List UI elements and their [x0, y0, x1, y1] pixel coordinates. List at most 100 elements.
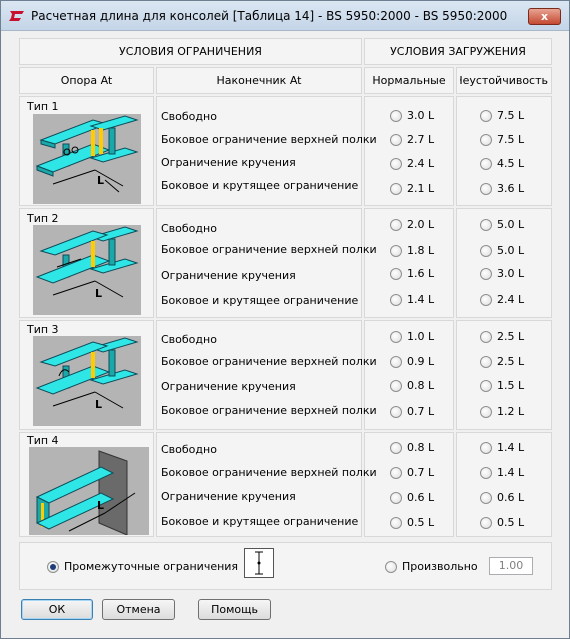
radio-button[interactable]	[390, 267, 402, 280]
type-1-diagram: L	[33, 114, 141, 204]
radio-button[interactable]	[480, 516, 492, 529]
radio-button[interactable]	[480, 109, 492, 122]
radio-button[interactable]	[480, 379, 492, 392]
type-2-normal-option-3[interactable]: 1.6 L	[390, 267, 434, 280]
arbitrary-option[interactable]: Произвольно	[385, 560, 478, 573]
type-2-destabilizing-option-2[interactable]: 5.0 L	[480, 244, 524, 257]
type-1-destabilizing-option-4[interactable]: 3.6 L	[480, 182, 524, 195]
type-1-restraints-cell	[156, 96, 362, 206]
radio-button[interactable]	[390, 466, 402, 479]
radio-button[interactable]	[480, 405, 492, 418]
radio-button[interactable]	[480, 491, 492, 504]
type-4-destabilizing-option-4[interactable]: 0.5 L	[480, 516, 524, 529]
close-button[interactable]: x	[528, 8, 561, 25]
option-value: 0.6 L	[407, 491, 435, 504]
type-4-destabilizing-option-3[interactable]: 0.6 L	[480, 491, 524, 504]
type-4-normal-option-3[interactable]: 0.6 L	[390, 491, 434, 504]
type-1-destabilizing-option-3[interactable]: 4.5 L	[480, 157, 524, 170]
option-value: 2.7 L	[407, 133, 435, 146]
option-value: 2.5 L	[497, 330, 525, 343]
radio-button[interactable]	[385, 560, 397, 573]
type-3-normal-option-2[interactable]: 0.9 L	[390, 355, 434, 368]
type-2-destabilizing-option-4[interactable]: 2.4 L	[480, 293, 524, 306]
type-3-label: Тип 3	[27, 323, 59, 336]
radio-button[interactable]	[390, 133, 402, 146]
radio-button[interactable]	[480, 157, 492, 170]
option-value: 7.5 L	[497, 133, 525, 146]
type-1-restraint-torsional: Ограничение кручения	[161, 156, 296, 169]
radio-button[interactable]	[480, 244, 492, 257]
type-3-normal-option-4[interactable]: 0.7 L	[390, 405, 434, 418]
radio-button[interactable]	[390, 182, 402, 195]
type-3-destabilizing-option-1[interactable]: 2.5 L	[480, 330, 524, 343]
radio-button[interactable]	[390, 405, 402, 418]
radio-button[interactable]	[480, 293, 492, 306]
intermediate-restraints-panel: Промежуточные ограничения Произвольно 1.…	[19, 542, 552, 590]
type-1-normal-option-1[interactable]: 3.0 L	[390, 109, 434, 122]
type-1-normal-option-4[interactable]: 2.1 L	[390, 182, 434, 195]
header-tip: Наконечник At	[216, 74, 302, 87]
type-1-destabilizing-option-2[interactable]: 7.5 L	[480, 133, 524, 146]
cancel-button[interactable]: Отмена	[102, 599, 175, 620]
type-4-normal-option-1[interactable]: 0.8 L	[390, 441, 434, 454]
radio-button-selected[interactable]	[47, 560, 59, 573]
radio-button[interactable]	[480, 182, 492, 195]
type-4-destabilizing-cell	[456, 432, 552, 537]
option-value: 5.0 L	[497, 244, 525, 257]
radio-button[interactable]	[390, 516, 402, 529]
radio-button[interactable]	[480, 355, 492, 368]
option-value: 1.4 L	[497, 441, 525, 454]
help-button[interactable]: Помощь	[198, 599, 271, 620]
radio-button[interactable]	[480, 330, 492, 343]
type-3-destabilizing-option-2[interactable]: 2.5 L	[480, 355, 524, 368]
radio-button[interactable]	[390, 109, 402, 122]
radio-button[interactable]	[390, 293, 402, 306]
intermediate-restraints-option[interactable]: Промежуточные ограничения	[47, 560, 238, 573]
type-2-normal-option-4[interactable]: 1.4 L	[390, 293, 434, 306]
option-value: 3.0 L	[497, 267, 525, 280]
radio-button[interactable]	[390, 218, 402, 231]
header-restraint-conditions: УСЛОВИЯ ОГРАНИЧЕНИЯ	[119, 45, 262, 58]
radio-button[interactable]	[390, 330, 402, 343]
radio-button[interactable]	[480, 133, 492, 146]
type-3-destabilizing-option-4[interactable]: 1.2 L	[480, 405, 524, 418]
radio-button[interactable]	[390, 355, 402, 368]
type-4-destabilizing-option-1[interactable]: 1.4 L	[480, 441, 524, 454]
type-1-normal-option-3[interactable]: 2.4 L	[390, 157, 434, 170]
radio-button[interactable]	[480, 441, 492, 454]
title-bar[interactable]: Расчетная длина для консолей [Таблица 14…	[1, 1, 569, 31]
radio-button[interactable]	[390, 379, 402, 392]
type-4-normal-cell	[364, 432, 454, 537]
option-value: 0.5 L	[407, 516, 435, 529]
type-2-normal-option-2[interactable]: 1.8 L	[390, 244, 434, 257]
radio-button[interactable]	[390, 491, 402, 504]
arbitrary-value-input[interactable]: 1.00	[489, 557, 533, 575]
option-value: 3.0 L	[407, 109, 435, 122]
type-3-normal-option-3[interactable]: 0.8 L	[390, 379, 434, 392]
radio-button[interactable]	[480, 267, 492, 280]
radio-button[interactable]	[390, 244, 402, 257]
option-value: 2.4 L	[497, 293, 525, 306]
type-4-dimension-label: L	[97, 499, 104, 512]
type-2-destabilizing-option-1[interactable]: 5.0 L	[480, 218, 524, 231]
option-value: 1.2 L	[497, 405, 525, 418]
type-2-normal-option-1[interactable]: 2.0 L	[390, 218, 434, 231]
type-4-destabilizing-option-2[interactable]: 1.4 L	[480, 466, 524, 479]
type-3-destabilizing-option-3[interactable]: 1.5 L	[480, 379, 524, 392]
type-1-destabilizing-option-1[interactable]: 7.5 L	[480, 109, 524, 122]
radio-button[interactable]	[390, 157, 402, 170]
type-3-normal-option-1[interactable]: 1.0 L	[390, 330, 434, 343]
type-4-normal-option-4[interactable]: 0.5 L	[390, 516, 434, 529]
header-destabilizing: Неустойчивость	[460, 74, 548, 87]
type-4-normal-option-2[interactable]: 0.7 L	[390, 466, 434, 479]
ok-button[interactable]: ОК	[21, 599, 93, 620]
type-1-normal-option-2[interactable]: 2.7 L	[390, 133, 434, 146]
type-2-destabilizing-option-3[interactable]: 3.0 L	[480, 267, 524, 280]
type-4-restraint-free: Свободно	[161, 443, 217, 456]
radio-button[interactable]	[480, 466, 492, 479]
radio-button[interactable]	[480, 218, 492, 231]
type-1-normal-cell	[364, 96, 454, 206]
option-value: 4.5 L	[497, 157, 525, 170]
radio-button[interactable]	[390, 441, 402, 454]
cantilever-beam-icon: L	[35, 115, 139, 193]
